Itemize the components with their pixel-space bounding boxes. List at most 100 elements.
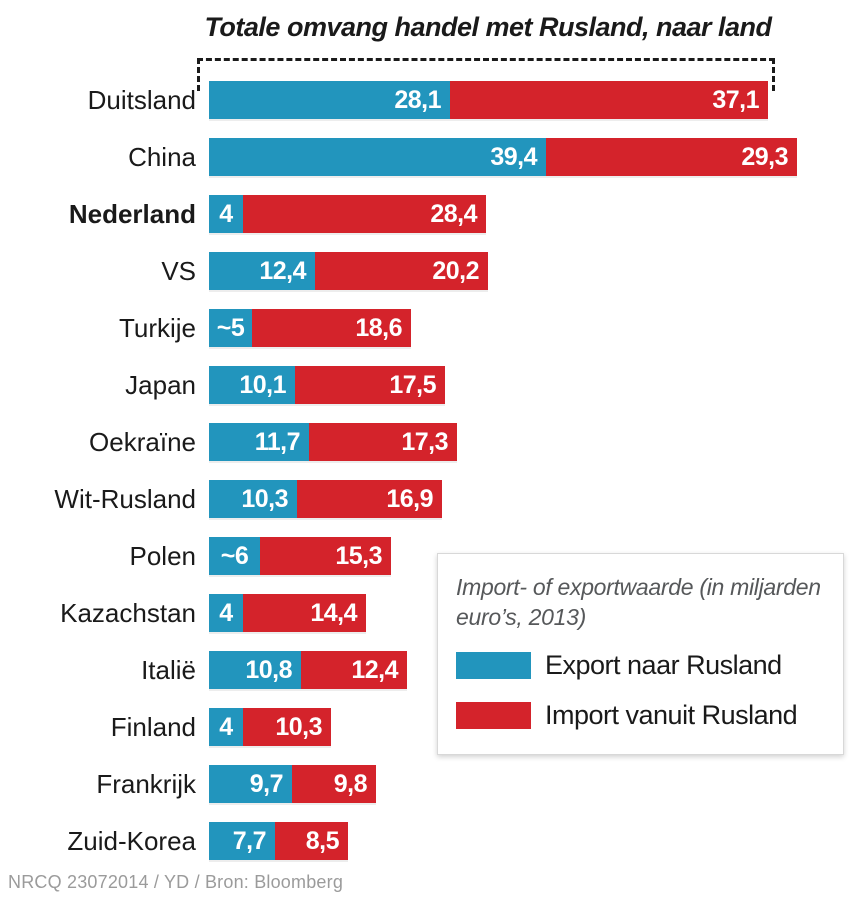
- bar-segments: ~6 15,3: [209, 537, 391, 575]
- country-label: Kazachstan: [60, 597, 196, 628]
- import-segment: 8,5: [275, 822, 348, 860]
- import-segment: 29,3: [546, 138, 797, 176]
- export-value: 4: [219, 712, 233, 741]
- import-swatch-icon: [456, 701, 531, 729]
- bar-row: Oekraïne 11,7 17,3: [0, 423, 860, 461]
- import-value: 17,5: [389, 370, 436, 399]
- import-value: 17,3: [401, 427, 448, 456]
- export-swatch-icon: [456, 651, 531, 679]
- country-label: Turkije: [118, 312, 196, 343]
- import-value: 37,1: [712, 85, 759, 114]
- import-value: 16,9: [386, 484, 433, 513]
- export-value: 39,4: [490, 142, 537, 171]
- country-label: Nederland: [68, 198, 196, 229]
- export-value: ~6: [220, 541, 249, 570]
- bar-segments: 39,4 29,3: [209, 138, 797, 176]
- bar-row: Kazachstan 4 14,4: [0, 594, 860, 632]
- bar-segments: 12,4 20,2: [209, 252, 488, 290]
- export-segment: 12,4: [209, 252, 315, 290]
- import-value: 15,3: [335, 541, 382, 570]
- export-segment: 28,1: [209, 81, 450, 119]
- export-segment: 4: [209, 708, 243, 746]
- country-label: Frankrijk: [96, 768, 196, 799]
- export-segment: 4: [209, 195, 243, 233]
- bar-row: Zuid-Korea 7,7 8,5: [0, 822, 860, 860]
- export-segment: 11,7: [209, 423, 309, 461]
- bar-segments: 10,3 16,9: [209, 480, 442, 518]
- export-value: 28,1: [394, 85, 441, 114]
- legend-item-export: Export naar Rusland: [456, 649, 782, 680]
- bar-segments: 28,1 37,1: [209, 81, 768, 119]
- export-value: 9,7: [249, 769, 284, 798]
- bar-segments: ~5 18,6: [209, 309, 411, 347]
- import-segment: 20,2: [315, 252, 488, 290]
- country-label: Italië: [141, 654, 196, 685]
- legend-note: Import- of exportwaarde (in miljarden eu…: [456, 574, 821, 630]
- bar-segments: 9,7 9,8: [209, 765, 376, 803]
- bar-row: Finland 4 10,3: [0, 708, 860, 746]
- bar-segments: 11,7 17,3: [209, 423, 457, 461]
- country-label: Oekraïne: [89, 426, 196, 457]
- export-segment: ~6: [209, 537, 260, 575]
- country-label: Wit-Rusland: [54, 483, 196, 514]
- bar-row: Italië 10,8 12,4: [0, 651, 860, 689]
- country-label: Finland: [110, 711, 196, 742]
- bar-segments: 10,8 12,4: [209, 651, 407, 689]
- import-value: 8,5: [305, 826, 340, 855]
- export-segment: 39,4: [209, 138, 546, 176]
- bar-row: Wit-Rusland 10,3 16,9: [0, 480, 860, 518]
- export-value: ~5: [216, 313, 245, 342]
- export-segment: ~5: [209, 309, 252, 347]
- import-segment: 15,3: [260, 537, 391, 575]
- chart-title: Totale omvang handel met Rusland, naar l…: [204, 12, 772, 42]
- export-segment: 10,1: [209, 366, 295, 404]
- export-segment: 10,3: [209, 480, 297, 518]
- country-label: Zuid-Korea: [67, 825, 196, 856]
- export-segment: 7,7: [209, 822, 275, 860]
- export-value: 12,4: [259, 256, 306, 285]
- bar-row: China 39,4 29,3: [0, 138, 860, 176]
- export-value: 4: [219, 199, 233, 228]
- export-value: 7,7: [232, 826, 267, 855]
- legend-item-import: Import vanuit Rusland: [456, 699, 798, 730]
- export-value: 4: [219, 598, 233, 627]
- country-label: China: [128, 141, 196, 172]
- export-segment: 9,7: [209, 765, 292, 803]
- export-value: 10,3: [241, 484, 288, 513]
- bar-row: Nederland 4 28,4: [0, 195, 860, 233]
- import-value: 14,4: [310, 598, 357, 627]
- source-credit: NRCQ 23072014 / YD / Bron: Bloomberg: [8, 872, 344, 892]
- bar-segments: 7,7 8,5: [209, 822, 348, 860]
- bar-row: Frankrijk 9,7 9,8: [0, 765, 860, 803]
- bar-segments: 10,1 17,5: [209, 366, 445, 404]
- bar-segments: 4 28,4: [209, 195, 486, 233]
- import-segment: 37,1: [450, 81, 768, 119]
- country-label: Duitsland: [87, 84, 196, 115]
- legend-label-import: Import vanuit Rusland: [545, 699, 798, 730]
- import-segment: 12,4: [301, 651, 407, 689]
- import-segment: 16,9: [297, 480, 442, 518]
- bar-segments: 4 10,3: [209, 708, 331, 746]
- bar-row: Polen ~6 15,3: [0, 537, 860, 575]
- import-value: 29,3: [741, 142, 788, 171]
- legend-label-export: Export naar Rusland: [545, 649, 782, 680]
- country-label: Japan: [125, 369, 196, 400]
- export-segment: 4: [209, 594, 243, 632]
- import-value: 10,3: [275, 712, 322, 741]
- export-segment: 10,8: [209, 651, 301, 689]
- total-bracket: [197, 58, 775, 91]
- export-value: 10,8: [245, 655, 292, 684]
- export-value: 10,1: [239, 370, 286, 399]
- export-value: 11,7: [254, 427, 301, 456]
- import-segment: 9,8: [292, 765, 376, 803]
- country-label: Polen: [129, 540, 197, 571]
- import-value: 9,8: [333, 769, 368, 798]
- import-value: 12,4: [351, 655, 398, 684]
- bar-row: Japan 10,1 17,5: [0, 366, 860, 404]
- import-value: 18,6: [355, 313, 402, 342]
- country-label: VS: [161, 255, 196, 286]
- import-value: 28,4: [430, 199, 477, 228]
- bar-segments: 4 14,4: [209, 594, 366, 632]
- import-value: 20,2: [432, 256, 479, 285]
